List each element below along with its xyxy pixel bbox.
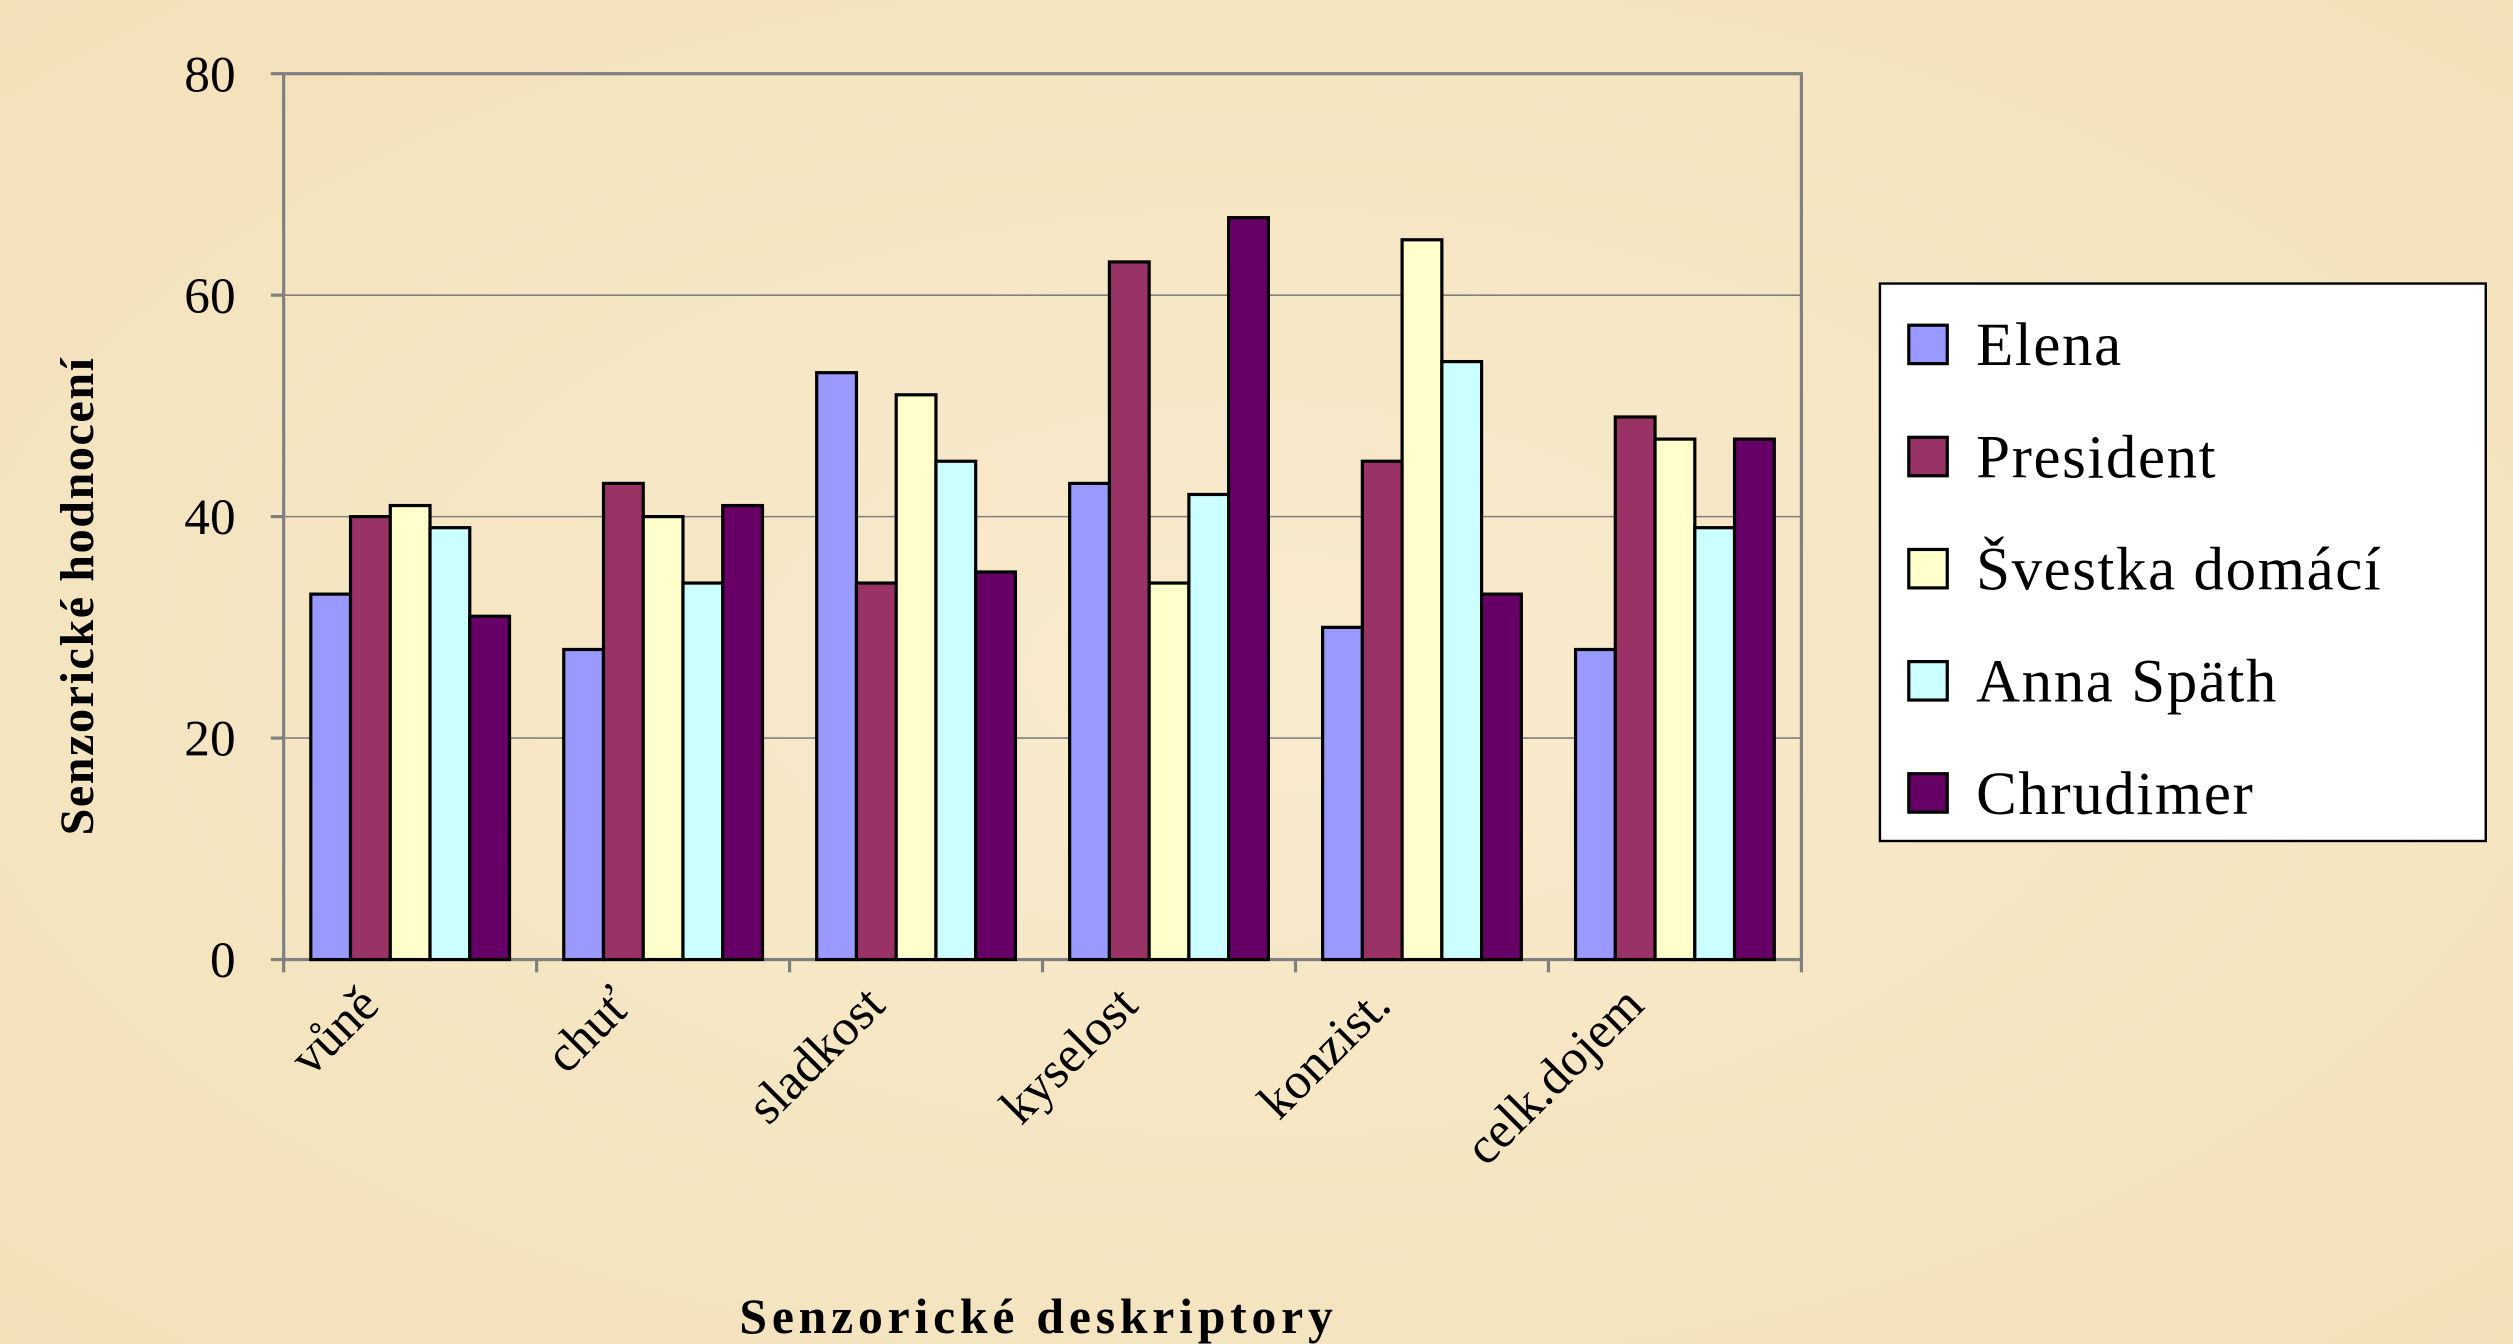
bar [468, 614, 512, 962]
bar [681, 581, 725, 962]
legend-label: Anna Späth [1976, 649, 2278, 716]
bar [309, 592, 353, 962]
y-tick-label: 80 [184, 46, 235, 103]
bar [641, 515, 685, 962]
legend-label: Chrudimer [1976, 761, 2254, 828]
bar [1321, 625, 1364, 962]
bar [1613, 415, 1657, 962]
bar [1068, 481, 1112, 962]
bar [1479, 592, 1523, 962]
bar [1400, 238, 1444, 962]
bar [721, 503, 765, 962]
legend-swatch [1907, 547, 1949, 590]
legend-label: Elena [1976, 312, 2123, 379]
legend-label: President [1976, 424, 2217, 491]
bar [1227, 216, 1270, 962]
bar [1147, 581, 1191, 962]
bar [815, 371, 859, 962]
bar [1440, 359, 1484, 962]
y-tick-label: 60 [184, 268, 235, 325]
bar [1732, 437, 1776, 962]
legend-swatch [1907, 772, 1949, 814]
y-axis-title: Senzorické hodnocení [51, 356, 104, 835]
bar [1360, 459, 1404, 962]
x-axis-title: Senzorické deskriptory [739, 1289, 1337, 1344]
y-tick-label: 20 [184, 711, 235, 768]
bar [1107, 260, 1151, 962]
legend-swatch [1907, 659, 1949, 702]
bar [854, 581, 898, 962]
legend-box [1878, 282, 2487, 843]
bar [388, 503, 432, 962]
bar [894, 393, 938, 962]
bar [1653, 437, 1697, 962]
legend-swatch [1907, 323, 1949, 366]
bar [348, 515, 392, 962]
legend-swatch [1907, 435, 1949, 478]
bar [601, 481, 645, 962]
bar [934, 459, 978, 962]
bar [1187, 492, 1231, 962]
bar [562, 647, 606, 962]
bar [1573, 647, 1617, 962]
y-tick-label: 0 [210, 932, 236, 989]
legend-label: Švestka domácí [1976, 537, 2382, 604]
bar [1693, 526, 1737, 962]
bar [428, 526, 472, 962]
bar [974, 570, 1018, 962]
y-tick-label: 40 [184, 489, 235, 546]
